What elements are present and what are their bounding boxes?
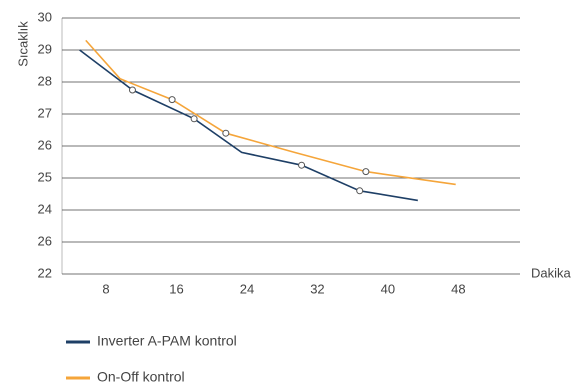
legend-text: Inverter A-PAM kontrol xyxy=(97,333,237,349)
y-tick-label: 22 xyxy=(38,265,52,280)
y-tick-label: 28 xyxy=(38,73,52,88)
legend-text: On-Off kontrol xyxy=(97,369,185,385)
point-marker xyxy=(298,161,306,169)
y-axis-label: Sıcaklık xyxy=(15,21,30,67)
x-tick-label: 48 xyxy=(451,281,465,296)
point-marker xyxy=(362,168,370,176)
point-marker xyxy=(168,96,176,104)
point-marker xyxy=(356,187,364,195)
y-tick-label: 26 xyxy=(38,233,52,248)
y-tick-label: 26 xyxy=(38,137,52,152)
x-tick-label: 8 xyxy=(102,281,109,296)
y-tick-label: 24 xyxy=(38,201,52,216)
x-tick-label: 16 xyxy=(169,281,183,296)
series-line xyxy=(85,39,456,186)
x-tick-label: 40 xyxy=(381,281,395,296)
y-tick-label: 25 xyxy=(38,169,52,184)
point-marker xyxy=(190,115,198,123)
x-tick-label: 24 xyxy=(240,281,254,296)
point-marker xyxy=(222,129,230,137)
y-tick-label: 29 xyxy=(38,41,52,56)
y-tick-label: 30 xyxy=(38,9,52,24)
point-marker xyxy=(128,86,136,94)
y-tick-label: 27 xyxy=(38,105,52,120)
x-tick-label: 32 xyxy=(310,281,324,296)
x-axis-label: Dakika xyxy=(531,265,572,280)
